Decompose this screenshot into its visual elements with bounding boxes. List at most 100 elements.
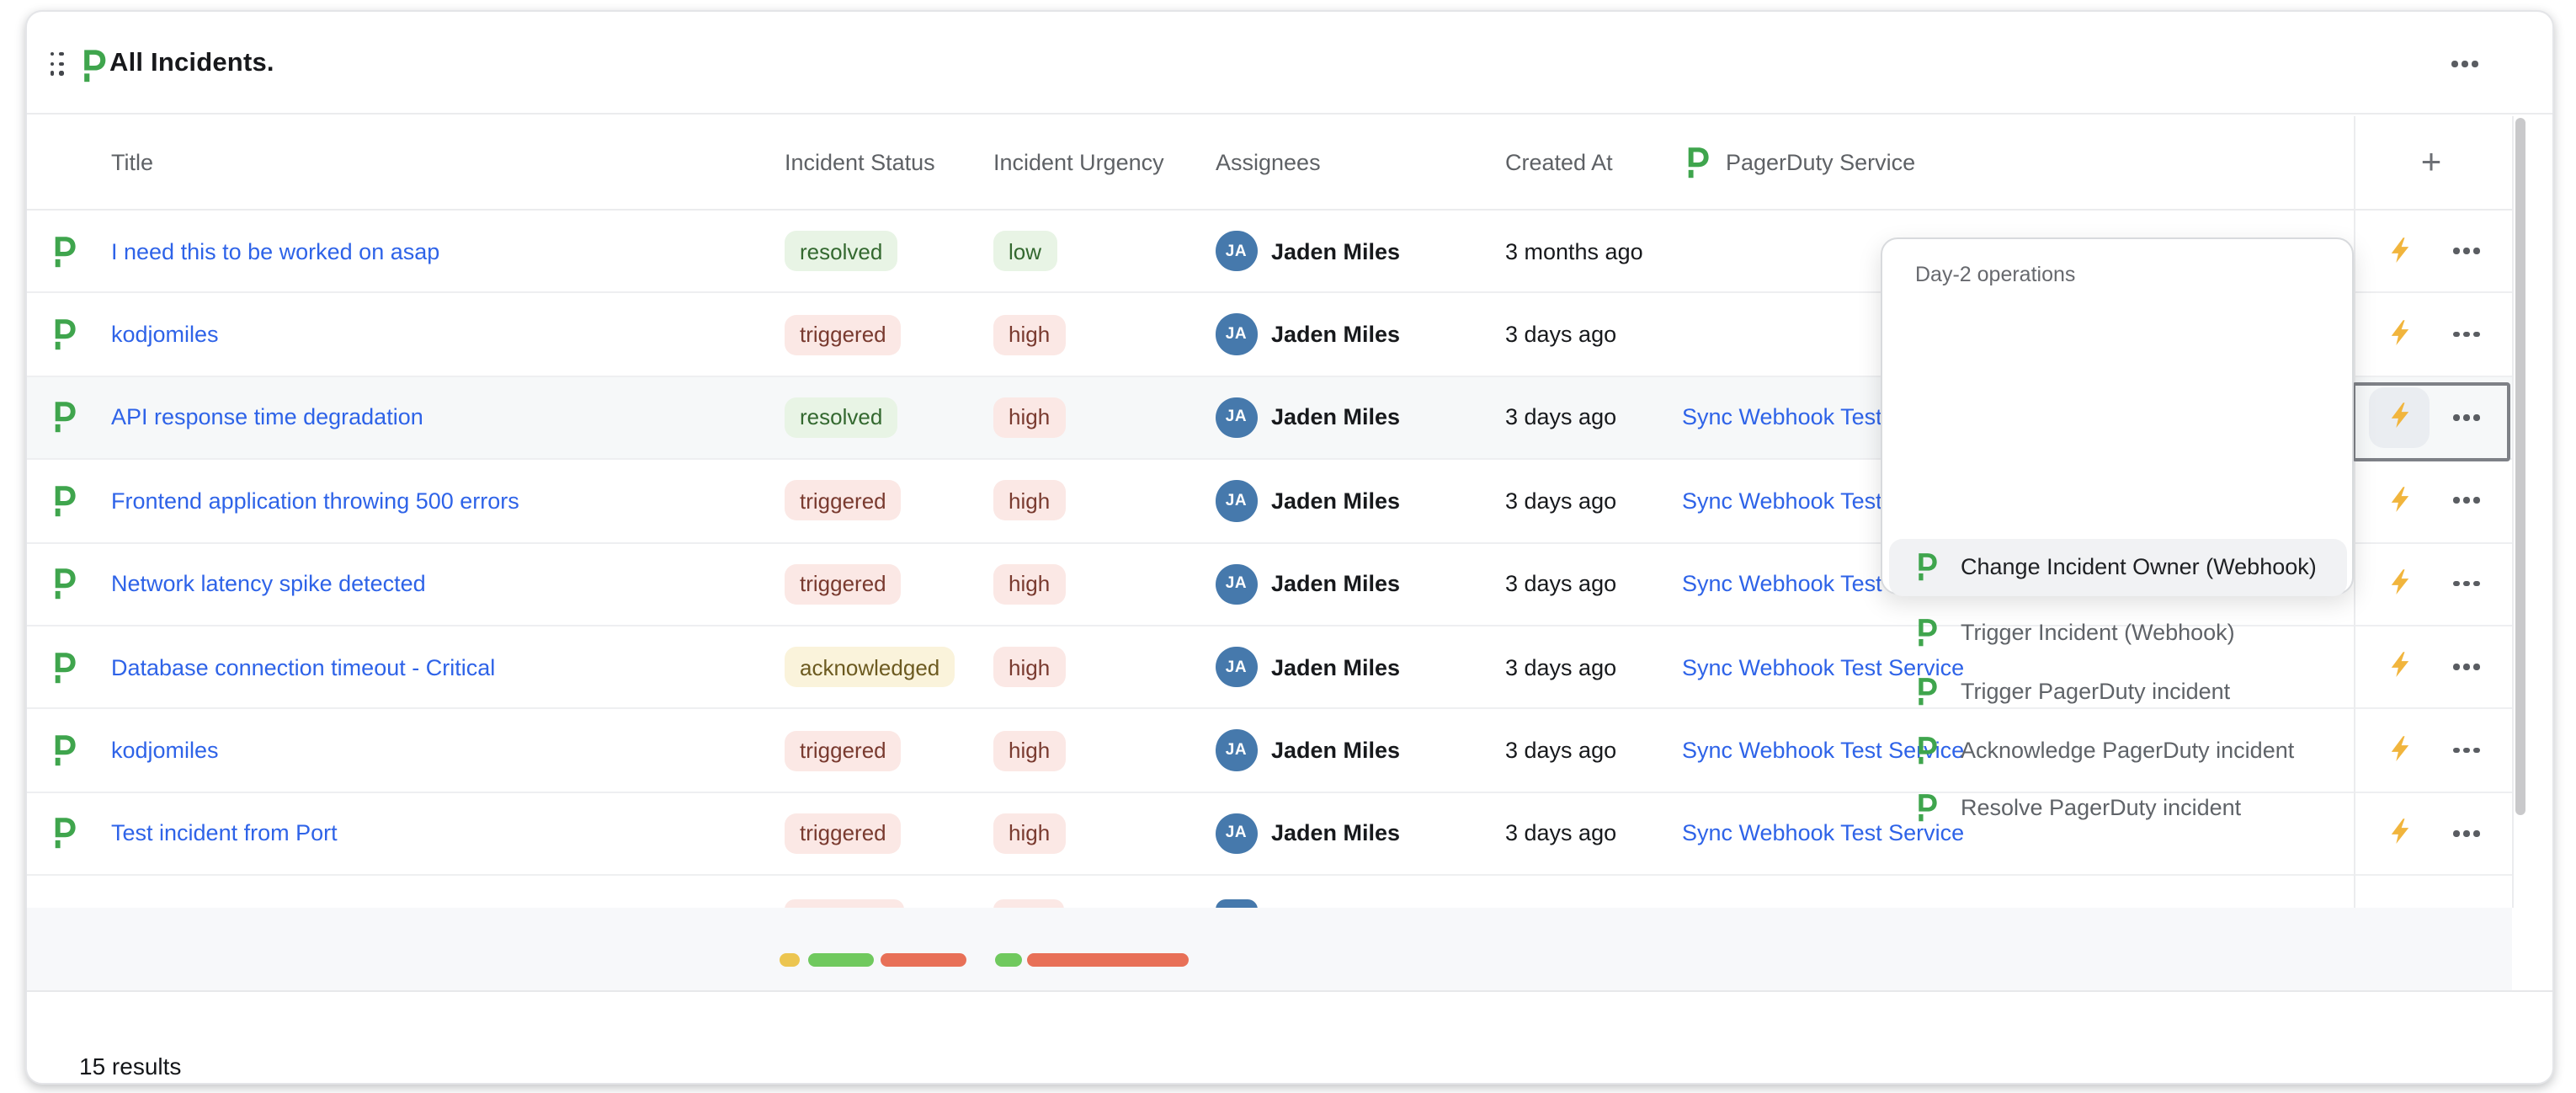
- assignee-avatar: JA: [1216, 480, 1257, 522]
- created-at-value: 3 days ago: [1505, 571, 1617, 597]
- skeleton-pill: [880, 953, 966, 966]
- urgency-badge: high: [993, 397, 1066, 438]
- incident-title-link[interactable]: Database connection timeout - Critical: [111, 654, 496, 680]
- menu-header: Day-2 operations: [1915, 263, 2076, 286]
- skeleton-pill: [1027, 953, 1189, 966]
- incident-title-link[interactable]: kodjomiles: [111, 738, 219, 764]
- run-action-button[interactable]: [2369, 471, 2430, 531]
- column-header-status[interactable]: Incident Status: [785, 150, 935, 175]
- run-action-button[interactable]: [2369, 554, 2430, 615]
- urgency-badge: high: [993, 813, 1066, 854]
- assignee-avatar: JA: [1216, 313, 1257, 355]
- column-header-urgency[interactable]: Incident Urgency: [993, 150, 1164, 175]
- incident-title-link[interactable]: kodjomiles: [111, 322, 219, 348]
- run-action-button[interactable]: [2369, 221, 2430, 282]
- created-at-value: 3 days ago: [1505, 488, 1617, 514]
- run-action-button[interactable]: [2369, 387, 2430, 449]
- run-action-button[interactable]: [2369, 803, 2430, 864]
- table-right-border: [2512, 116, 2514, 908]
- pagerduty-icon: [51, 710, 77, 792]
- urgency-badge: high: [993, 563, 1066, 605]
- assignee-avatar: JA: [1216, 729, 1257, 771]
- row-menu-button[interactable]: [2453, 572, 2490, 595]
- incident-title-link[interactable]: Frontend application throwing 500 errors: [111, 488, 519, 514]
- menu-item-resolve-pagerduty-incident[interactable]: Resolve PagerDuty incident: [1889, 778, 2347, 835]
- drag-handle-icon[interactable]: [51, 52, 71, 81]
- status-badge: triggered: [785, 730, 902, 771]
- skeleton-pill: [995, 953, 1021, 966]
- partial-row-avatar: [1216, 899, 1257, 909]
- menu-item-change-incident-owner[interactable]: Change Incident Owner (Webhook): [1889, 538, 2347, 595]
- row-menu-button[interactable]: [2453, 323, 2490, 346]
- status-badge: acknowledged: [785, 647, 955, 688]
- created-at-value: 3 days ago: [1505, 404, 1617, 430]
- pagerduty-icon: [1684, 147, 1711, 179]
- pagerduty-icon: [1914, 676, 1939, 705]
- assignee-avatar: JA: [1216, 563, 1257, 605]
- assignee-name: Jaden Miles: [1271, 654, 1401, 680]
- incident-title-link[interactable]: Test incident from Port: [111, 820, 338, 846]
- widget-title: All Incidents.: [109, 48, 274, 77]
- lightning-bolt-icon: [2385, 235, 2414, 269]
- widget-menu-button[interactable]: [2451, 52, 2488, 76]
- incident-title-link[interactable]: I need this to be worked on asap: [111, 238, 440, 264]
- menu-item-acknowledge-pagerduty-incident[interactable]: Acknowledge PagerDuty incident: [1889, 721, 2347, 778]
- pagerduty-logo-icon: [79, 49, 108, 83]
- assignee-name: Jaden Miles: [1271, 738, 1401, 764]
- service-link[interactable]: Sync Webhook Test Service: [1682, 738, 1965, 764]
- vertical-scrollbar-thumb[interactable]: [2515, 118, 2525, 815]
- partial-row-urgency-badge: [993, 899, 1064, 909]
- service-link[interactable]: Sync Webhook Test Service: [1682, 654, 1965, 680]
- created-at-value: 3 months ago: [1505, 238, 1643, 264]
- incident-title-link[interactable]: API response time degradation: [111, 404, 423, 430]
- skeleton-pill: [807, 953, 873, 966]
- created-at-value: 3 days ago: [1505, 820, 1617, 846]
- column-header-service-label: PagerDuty Service: [1726, 150, 1916, 175]
- run-action-button[interactable]: [2369, 305, 2430, 365]
- urgency-badge: high: [993, 314, 1066, 355]
- status-badge: resolved: [785, 231, 898, 272]
- lightning-bolt-icon: [2385, 817, 2414, 850]
- urgency-badge: high: [993, 480, 1066, 521]
- row-menu-button[interactable]: [2453, 488, 2490, 512]
- row-menu-button[interactable]: [2453, 655, 2490, 679]
- assignee-name: Jaden Miles: [1271, 322, 1401, 348]
- run-action-button[interactable]: [2369, 637, 2430, 698]
- status-badge: triggered: [785, 563, 902, 605]
- row-menu-button[interactable]: [2453, 738, 2490, 762]
- menu-item-trigger-incident-webhook[interactable]: Trigger Incident (Webhook): [1889, 603, 2347, 660]
- created-at-value: 3 days ago: [1505, 738, 1617, 764]
- assignee-avatar: JA: [1216, 646, 1257, 688]
- assignee-avatar: JA: [1216, 397, 1257, 439]
- add-column-button[interactable]: +: [2391, 138, 2472, 189]
- status-badge: triggered: [785, 480, 902, 521]
- column-header-service[interactable]: PagerDuty Service: [1684, 115, 1915, 211]
- day2-operations-menu: Day-2 operations Change Incident Owner (…: [1880, 237, 2353, 821]
- service-link[interactable]: Sync Webhook Test Service: [1682, 820, 1965, 846]
- row-menu-button[interactable]: [2453, 406, 2490, 429]
- pagerduty-icon: [1914, 735, 1939, 764]
- assignee-name: Jaden Miles: [1271, 238, 1401, 264]
- pagerduty-icon: [1914, 552, 1939, 581]
- row-menu-button[interactable]: [2453, 239, 2490, 263]
- urgency-badge: high: [993, 730, 1066, 771]
- row-menu-button[interactable]: [2453, 821, 2490, 845]
- pagerduty-icon: [1914, 617, 1939, 646]
- pagerduty-icon: [51, 294, 77, 376]
- created-at-value: 3 days ago: [1505, 322, 1617, 348]
- column-header-created[interactable]: Created At: [1505, 150, 1613, 175]
- table-row: Test incident from Port triggered high J…: [27, 792, 2514, 877]
- run-action-button[interactable]: [2369, 721, 2430, 781]
- pagerduty-icon: [51, 626, 77, 708]
- lightning-bolt-icon: [2385, 651, 2414, 685]
- table-row: kodjomiles triggered high JA Jaden Miles…: [27, 709, 2514, 793]
- status-badge: resolved: [785, 397, 898, 438]
- column-header-assignees[interactable]: Assignees: [1216, 150, 1321, 175]
- results-count: 15 results: [79, 1053, 182, 1080]
- menu-item-trigger-pagerduty-incident[interactable]: Trigger PagerDuty incident: [1889, 662, 2347, 719]
- column-header-title[interactable]: Title: [111, 150, 154, 175]
- incident-title-link[interactable]: Network latency spike detected: [111, 571, 426, 597]
- widget-header: All Incidents.: [27, 12, 2552, 115]
- pagerduty-icon: [51, 543, 77, 625]
- lightning-bolt-icon: [2385, 734, 2414, 768]
